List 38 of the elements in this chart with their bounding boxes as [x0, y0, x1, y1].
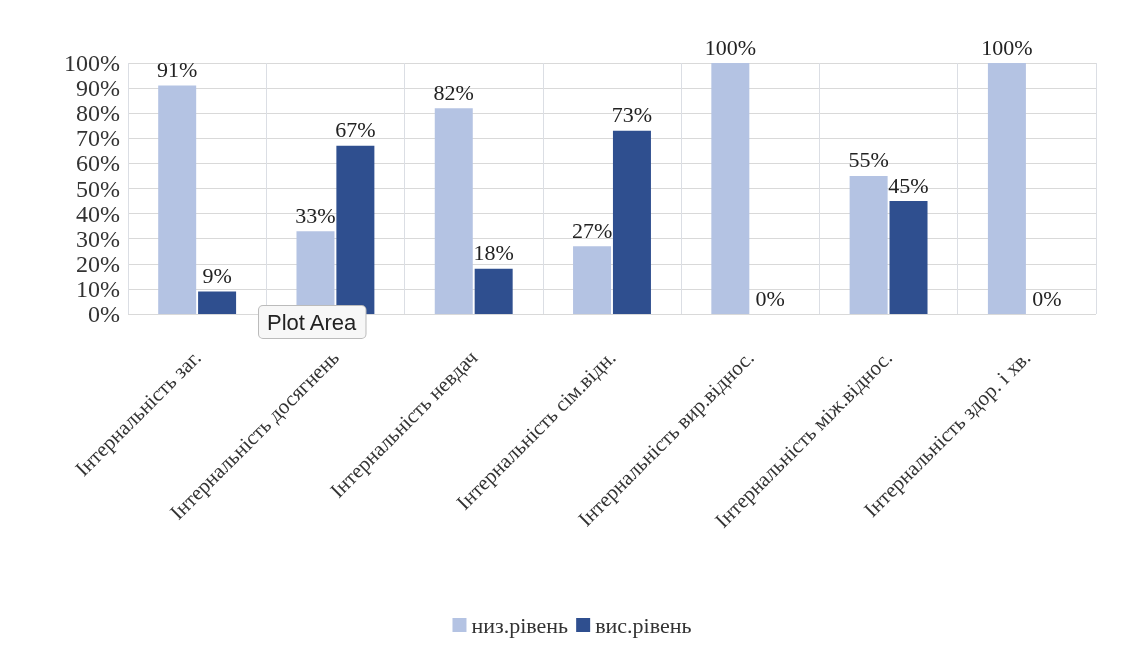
data-label: 0% — [755, 285, 785, 311]
y-tick-label: 20% — [76, 250, 120, 277]
data-label: 33% — [295, 202, 336, 228]
data-label: 91% — [157, 57, 198, 83]
bar — [987, 63, 1026, 314]
bar — [434, 108, 473, 314]
data-label: 55% — [848, 147, 889, 173]
data-label: 18% — [473, 240, 514, 266]
data-label: 45% — [888, 172, 929, 198]
data-label: 100% — [704, 34, 756, 60]
y-tick-label: 90% — [76, 75, 120, 102]
y-tick-label: 40% — [76, 200, 120, 227]
data-label: 27% — [571, 217, 613, 243]
y-tick-label: 100% — [64, 50, 120, 76]
data-label: 100% — [981, 34, 1033, 60]
bar — [474, 268, 513, 314]
data-label: 9% — [202, 262, 232, 288]
bar — [889, 201, 928, 314]
data-label: 73% — [611, 102, 653, 128]
bar — [849, 175, 888, 314]
y-tick-label: 30% — [76, 225, 120, 252]
data-label: 82% — [433, 79, 474, 105]
annotation: Plot Area — [267, 309, 358, 335]
data-label: 67% — [335, 117, 376, 143]
legend-label: вис.рівень — [595, 612, 692, 638]
bar — [612, 130, 651, 314]
y-tick-label: 60% — [76, 150, 120, 177]
y-tick-label: 50% — [76, 175, 120, 202]
bar — [711, 63, 750, 314]
bar — [198, 291, 237, 314]
y-tick-label: 10% — [76, 275, 120, 302]
y-tick-label: 0% — [88, 301, 120, 327]
data-label: 0% — [1032, 285, 1062, 311]
bar — [158, 85, 197, 314]
y-tick-label: 80% — [76, 100, 120, 127]
legend-label: низ.рівень — [471, 612, 569, 638]
bar — [573, 246, 612, 314]
y-tick-label: 70% — [76, 125, 120, 152]
